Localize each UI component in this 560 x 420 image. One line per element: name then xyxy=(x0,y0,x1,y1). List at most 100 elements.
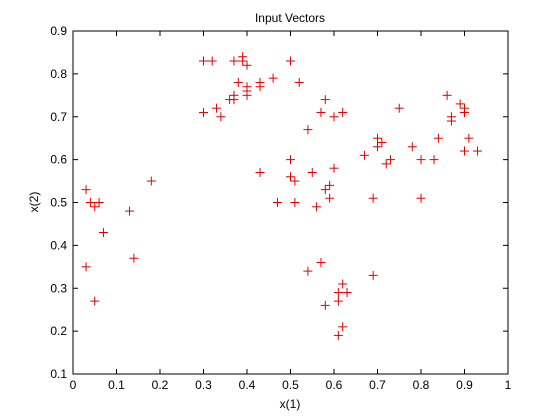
data-point xyxy=(325,193,335,203)
data-point xyxy=(90,202,100,212)
data-point xyxy=(333,296,343,306)
data-point xyxy=(338,322,348,332)
data-point xyxy=(199,56,208,66)
x-tick-label: 0 xyxy=(70,378,77,392)
data-point xyxy=(199,107,208,117)
x-tick-label: 1 xyxy=(505,378,512,392)
data-point xyxy=(386,155,396,165)
data-point xyxy=(272,198,282,207)
x-tick-label: 0.7 xyxy=(369,378,386,392)
x-tick-label: 0.6 xyxy=(326,378,343,392)
data-point xyxy=(242,90,252,100)
data-point xyxy=(381,159,391,169)
x-axis-label: x(1) xyxy=(280,397,301,411)
data-point xyxy=(303,266,313,276)
data-point xyxy=(429,155,439,165)
data-point xyxy=(394,103,404,113)
x-tick-label: 0.9 xyxy=(456,378,473,392)
data-point xyxy=(286,56,295,66)
data-point xyxy=(338,279,348,289)
data-point xyxy=(333,330,343,340)
data-point xyxy=(125,206,135,216)
data-point xyxy=(286,155,295,165)
x-tick-label: 0.1 xyxy=(108,378,125,392)
data-point xyxy=(329,112,339,122)
data-point xyxy=(255,167,265,177)
data-point xyxy=(473,146,483,156)
data-point xyxy=(433,133,443,143)
x-tick-label: 0.5 xyxy=(282,378,299,392)
x-tick-label: 0.3 xyxy=(195,378,212,392)
data-point xyxy=(294,77,304,87)
data-point xyxy=(377,137,387,147)
data-point xyxy=(325,180,335,190)
x-tick-label: 0.4 xyxy=(239,378,256,392)
y-tick-label: 0.1 xyxy=(50,367,67,381)
data-point xyxy=(307,167,317,177)
data-point xyxy=(407,142,417,152)
data-point xyxy=(338,107,348,117)
data-point xyxy=(238,56,248,66)
data-point xyxy=(359,150,369,160)
y-tick-label: 0.4 xyxy=(50,238,67,252)
ticks-group: 0 0.1 0.2 0.3 0.4 0.5 0.6 0.7 0.8 0.9 10.10.20.30.… xyxy=(50,24,511,392)
data-point xyxy=(442,90,452,100)
y-tick-label: 0.6 xyxy=(50,153,67,167)
data-point xyxy=(81,262,91,272)
y-tick-label: 0.2 xyxy=(50,324,67,338)
y-tick-label: 0.5 xyxy=(50,196,67,210)
data-point xyxy=(129,253,139,263)
data-point xyxy=(460,146,469,156)
data-point xyxy=(207,56,217,66)
data-point xyxy=(368,270,378,280)
data-point xyxy=(98,228,108,238)
data-point xyxy=(229,95,239,105)
data-point xyxy=(320,185,330,195)
chart-title: Input Vectors xyxy=(255,11,325,25)
data-point xyxy=(229,56,239,66)
data-point xyxy=(316,107,326,117)
data-point xyxy=(286,172,295,182)
data-point xyxy=(320,95,330,105)
y-tick-label: 0.3 xyxy=(50,281,67,295)
y-tick-label: 0.7 xyxy=(50,110,67,124)
x-tick-label: 0.8 xyxy=(413,378,430,392)
data-point xyxy=(268,73,278,83)
data-point xyxy=(373,133,382,143)
data-point xyxy=(416,155,426,165)
data-point xyxy=(329,163,339,173)
data-point xyxy=(242,60,252,70)
data-point xyxy=(290,198,300,207)
data-point xyxy=(94,198,104,207)
data-point xyxy=(242,82,252,92)
data-point xyxy=(303,125,313,135)
data-point xyxy=(85,198,95,207)
data-point xyxy=(320,300,330,310)
data-point xyxy=(342,288,352,298)
x-tick-label: 0.2 xyxy=(152,378,169,392)
data-point xyxy=(255,77,265,87)
data-point xyxy=(373,142,382,152)
points-group xyxy=(81,52,483,340)
data-point xyxy=(446,116,456,126)
data-point xyxy=(212,103,222,113)
data-point xyxy=(312,202,322,212)
data-point xyxy=(368,193,378,203)
data-point xyxy=(233,77,243,87)
data-point xyxy=(416,193,426,203)
data-point xyxy=(455,99,465,109)
y-tick-label: 0.9 xyxy=(50,24,67,38)
data-point xyxy=(216,112,226,122)
data-point xyxy=(460,107,469,117)
data-point xyxy=(290,176,300,186)
data-point xyxy=(81,185,91,195)
data-point xyxy=(90,296,100,306)
data-point xyxy=(316,258,326,268)
y-tick-label: 0.8 xyxy=(50,67,67,81)
data-point xyxy=(333,288,343,298)
data-point xyxy=(146,176,156,186)
data-point xyxy=(464,133,474,143)
y-axis-label: x(2) xyxy=(27,192,41,213)
